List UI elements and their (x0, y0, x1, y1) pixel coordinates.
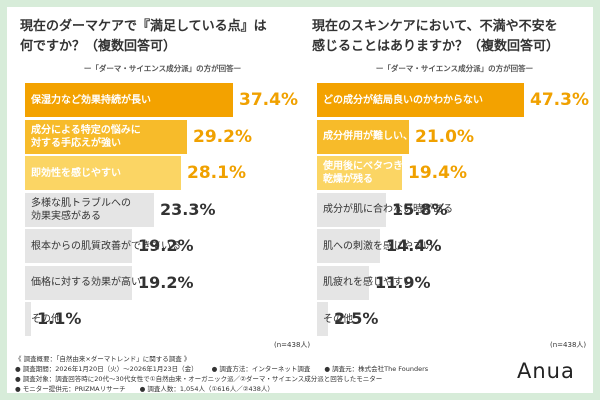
left-bar-label-line: 対する手応えが強い (31, 137, 121, 149)
left-bar-row-1: 保湿力など効果持続が長い 37.4% (25, 83, 305, 117)
left-bar-label-4: 多様な肌トラブルへの 効果実感がある (31, 193, 131, 227)
right-bar-2 (317, 119, 409, 154)
left-bar-label-line: 即効性を感じやすい (31, 167, 121, 179)
right-bar-row-2: 成分併用が難しい、不安 21.0% (317, 119, 593, 154)
left-bar-label-2: 成分による特定の悩みに 対する手応えが強い (31, 120, 141, 154)
right-bar-label-6: 肌疲れを感じやすい (323, 266, 413, 300)
survey-footer: 《 調査概要：「自然由来×ダーマトレンド」に関する調査 》 ● 調査期間：202… (15, 354, 495, 393)
left-bar-row-2: 成分による特定の悩みに 対する手応えが強い 29.2% (25, 119, 305, 154)
left-bar-label-7: その他 (31, 302, 61, 336)
left-bar-value-3: 28.1% (187, 163, 246, 183)
right-bar-label-2: 成分併用が難しい、不安 (323, 120, 433, 154)
left-bar-label-line: その他 (31, 313, 61, 325)
left-bar-label-line: 多様な肌トラブルへの (31, 197, 131, 209)
right-bar-rows: どの成分が結局良いのかわからない 47.3% 成分併用が難しい、不安 21.0% 使用後… (317, 83, 593, 353)
left-bar-rows: 保湿力など効果持続が長い 37.4% 成分による特定の悩みに 対する手応えが強い 29.… (25, 83, 305, 353)
survey-organizer: ● 調査元：株式会社The Founders (324, 365, 429, 373)
right-bar-value-3: 19.4% (408, 163, 467, 183)
right-chart-panel: 現在のスキンケアにおいて、不満や不安を 感じることはありますか？（複数回答可） … (312, 7, 593, 353)
right-bar-value-4: 15.8% (392, 199, 448, 219)
survey-count: ● 調査人数：1,054人（①616人／②438人） (139, 385, 274, 393)
survey-overview-title: 《 調査概要：「自然由来×ダーマトレンド」に関する調査 》 (15, 355, 191, 363)
left-bar-label-3: 即効性を感じやすい (31, 156, 121, 190)
left-chart-panel: 現在のダーマケアで『満足している点』は 何ですか？（複数回答可） ー「ダーマ・サ… (20, 7, 305, 352)
left-title-line-2: 何ですか？（複数回答可） (20, 39, 177, 54)
left-bar-label-line: 成分による特定の悩みに (31, 124, 141, 136)
left-bar-value-4: 23.3% (160, 199, 216, 219)
left-title-line-1: 現在のダーマケアで『満足している点』は (20, 19, 267, 34)
left-bar-label-line: 効果実感がある (31, 210, 101, 222)
left-bar-label-line: 保湿力など効果持続が長い (31, 94, 151, 106)
right-bar-label-line: その他 (323, 313, 353, 325)
left-bar-row-7: その他 1.1% (25, 302, 305, 336)
left-bar-value-5: 19.2% (138, 236, 194, 255)
right-bar-label-7: その他 (323, 302, 353, 336)
right-bar-label-line: 成分併用が難しい、不安 (323, 131, 433, 142)
left-bar-row-4: 多様な肌トラブルへの 効果実感がある 23.3% (25, 192, 305, 227)
left-bar-1 (25, 83, 233, 117)
right-bar-label-4: 成分が肌に合わない時がある (323, 193, 453, 227)
right-bar-value-2: 21.0% (415, 126, 474, 147)
left-bar-2 (25, 119, 187, 154)
left-bar-5 (25, 229, 132, 263)
right-bar-4 (317, 192, 386, 227)
left-bar-value-1: 37.4% (239, 90, 298, 110)
left-bar-value-2: 29.2% (193, 126, 252, 147)
right-bar-label-line: 肌疲れを感じやすい (323, 277, 413, 288)
left-bar-label-line: 根本からの肌質改善ができている (31, 240, 181, 252)
right-bar-value-6: 11.9% (375, 272, 431, 292)
left-bar-label-line: 価格に対する効果が高い (31, 277, 141, 288)
right-title-line-2: 感じることはありますか？（複数回答可） (312, 39, 560, 54)
right-bar-label-line: 成分が肌に合わない時がある (323, 204, 453, 215)
right-bar-label-line: 使用後にベタつきや (323, 161, 413, 172)
right-bar-label-line: 肌への刺激を感じやすい (323, 240, 433, 252)
right-bar-row-1: どの成分が結局良いのかわからない 47.3% (317, 83, 593, 117)
right-bar-row-6: 肌疲れを感じやすい 11.9% (317, 265, 593, 300)
survey-provider: ● モニター提供元：PRIZMAリサーチ (15, 385, 126, 393)
left-bar-label-1: 保湿力など効果持続が長い (31, 83, 151, 117)
left-chart-title: 現在のダーマケアで『満足している点』は 何ですか？（複数回答可） (20, 17, 300, 57)
right-bar-3 (317, 156, 402, 190)
left-bar-row-5: 根本からの肌質改善ができている 19.2% (25, 229, 305, 263)
right-bar-label-line: 乾燥が残る (323, 174, 373, 185)
survey-period: ● 調査期間：2026年1月20日（火）〜2026年1月23日（金） (15, 365, 198, 373)
left-bar-7 (25, 302, 31, 336)
right-bar-5 (317, 229, 380, 263)
survey-line-2: ● 調査期間：2026年1月20日（火）〜2026年1月23日（金） ● 調査方法… (15, 364, 495, 374)
right-sample-size: (n=438人) (550, 341, 587, 349)
survey-line-4: ● モニター提供元：PRIZMAリサーチ ● 調査人数：1,054人（①616人／… (15, 384, 495, 393)
left-bar-4 (25, 192, 154, 227)
right-title-line-1: 現在のスキンケアにおいて、不満や不安を (312, 19, 558, 34)
left-sample-size: (n=438人) (274, 341, 311, 349)
right-bar-row-5: 肌への刺激を感じやすい 14.4% (317, 229, 593, 263)
right-bar-1 (317, 83, 524, 117)
survey-method: ● 調査方法：インターネット調査 (211, 365, 311, 373)
left-chart-subtitle: ー「ダーマ・サイエンス成分派」の方が回答ー (83, 64, 242, 73)
left-bar-value-7: 1.1% (37, 309, 82, 328)
anua-logo: Anua (517, 359, 575, 383)
left-bar-6 (25, 265, 132, 300)
right-chart-title: 現在のスキンケアにおいて、不満や不安を 感じることはありますか？（複数回答可） (312, 17, 592, 57)
right-bar-row-4: 成分が肌に合わない時がある 15.8% (317, 192, 593, 227)
right-bar-7 (317, 302, 328, 336)
left-bar-label-5: 根本からの肌質改善ができている (31, 229, 181, 263)
left-bar-row-3: 即効性を感じやすい 28.1% (25, 156, 305, 190)
right-bar-label-5: 肌への刺激を感じやすい (323, 229, 433, 263)
right-bar-label-line: どの成分が結局良いのかわからない (323, 94, 483, 106)
right-bar-6 (317, 265, 369, 300)
survey-target: ● 調査対象：調査回答時に20代〜30代女性で①自然由来・オーガニック派／②ダー… (15, 375, 383, 383)
right-bar-row-7: その他 2.5% (317, 302, 593, 336)
right-bar-row-3: 使用後にベタつきや 乾燥が残る 19.4% (317, 156, 593, 190)
left-bar-3 (25, 156, 181, 190)
right-bar-label-1: どの成分が結局良いのかわからない (323, 83, 483, 117)
right-bar-value-7: 2.5% (334, 309, 379, 328)
right-chart-subtitle: ー「ダーマ・サイエンス成分派」の方が回答ー (375, 64, 534, 73)
right-bar-value-5: 14.4% (386, 236, 442, 255)
right-bar-value-1: 47.3% (530, 90, 589, 110)
left-bar-row-6: 価格に対する効果が高い 19.2% (25, 265, 305, 300)
left-bar-value-6: 19.2% (138, 272, 194, 292)
left-bar-label-6: 価格に対する効果が高い (31, 266, 141, 300)
right-bar-label-3: 使用後にベタつきや 乾燥が残る (323, 156, 413, 190)
